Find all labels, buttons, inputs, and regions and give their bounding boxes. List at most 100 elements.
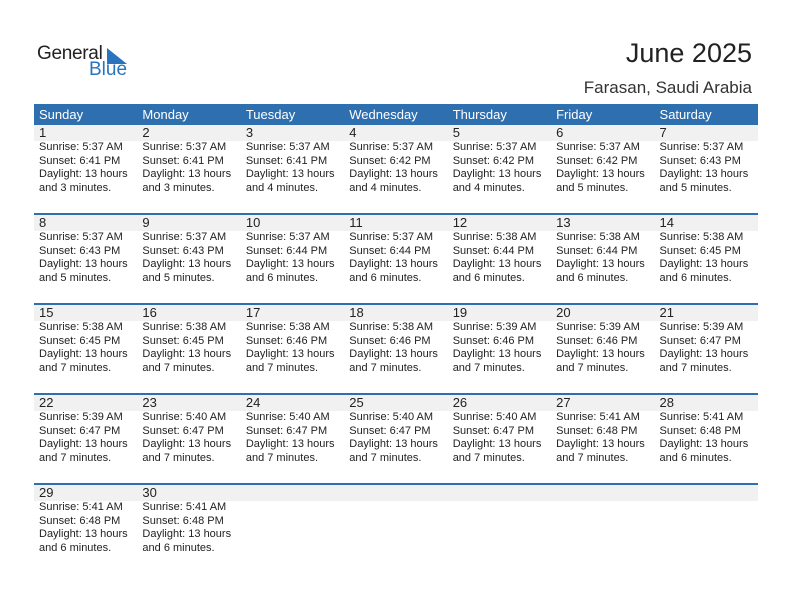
minutes-text: and 7 minutes. bbox=[142, 361, 215, 374]
daylight-text: Daylight: 13 hours bbox=[556, 168, 645, 180]
day-number: 2 bbox=[137, 125, 241, 141]
day-cell: 6 Sunrise: 5:37 AM Sunset: 6:42 PM Daylight… bbox=[551, 125, 655, 213]
daylight-text: Daylight: 13 hours bbox=[349, 348, 438, 360]
day-cell: 22 Sunrise: 5:39 AM Sunset: 6:47 PM Dayligh… bbox=[34, 395, 138, 483]
sunrise-text: Sunrise: 5:39 AM bbox=[452, 321, 537, 333]
empty-cell bbox=[344, 485, 448, 573]
day-number: 30 bbox=[137, 485, 241, 501]
day-cell: 19 Sunrise: 5:39 AM Sunset: 6:46 PM Dayligh… bbox=[447, 305, 552, 393]
sunrise-text: Sunrise: 5:40 AM bbox=[142, 411, 227, 423]
day-cell: 5 Sunrise: 5:37 AM Sunset: 6:42 PM Daylight… bbox=[447, 125, 552, 213]
minutes-text: and 7 minutes. bbox=[245, 451, 318, 464]
sunrise-text: Sunrise: 5:38 AM bbox=[349, 321, 434, 333]
day-cell: 10 Sunrise: 5:37 AM Sunset: 6:44 PM Dayligh… bbox=[240, 215, 345, 303]
sunset-text: Sunset: 6:48 PM bbox=[659, 424, 741, 437]
sunrise-text: Sunrise: 5:41 AM bbox=[556, 411, 640, 423]
daylight-text: Daylight: 13 hours bbox=[556, 258, 645, 270]
minutes-text: and 5 minutes. bbox=[556, 181, 629, 194]
sunset-text: Sunset: 6:43 PM bbox=[39, 244, 121, 257]
sunrise-text: Sunrise: 5:38 AM bbox=[39, 321, 123, 333]
daylight-text: Daylight: 13 hours bbox=[39, 438, 128, 450]
daylight-text: Daylight: 13 hours bbox=[659, 168, 749, 180]
day-cell: 4 Sunrise: 5:37 AM Sunset: 6:42 PM Daylight… bbox=[344, 125, 448, 213]
logo-word-blue: Blue bbox=[89, 59, 128, 80]
daylight-text: Daylight: 13 hours bbox=[245, 258, 335, 270]
minutes-text: and 3 minutes. bbox=[142, 181, 215, 194]
minutes-text: and 5 minutes. bbox=[659, 181, 732, 194]
sunset-text: Sunset: 6:44 PM bbox=[245, 244, 328, 257]
minutes-text: and 7 minutes. bbox=[349, 451, 422, 464]
day-cell: 23 Sunrise: 5:40 AM Sunset: 6:47 PM Dayligh… bbox=[137, 395, 241, 483]
minutes-text: and 6 minutes. bbox=[245, 271, 318, 284]
sunset-text: Sunset: 6:42 PM bbox=[452, 154, 535, 167]
empty-cell bbox=[654, 485, 758, 573]
day-number: 16 bbox=[137, 305, 241, 321]
day-cell: 11 Sunrise: 5:37 AM Sunset: 6:44 PM Dayligh… bbox=[344, 215, 448, 303]
sunrise-text: Sunrise: 5:37 AM bbox=[349, 231, 434, 243]
sunrise-text: Sunrise: 5:37 AM bbox=[556, 141, 640, 153]
day-number: 14 bbox=[654, 215, 758, 231]
sunset-text: Sunset: 6:41 PM bbox=[245, 154, 328, 167]
minutes-text: and 6 minutes. bbox=[349, 271, 422, 284]
day-cell: 27 Sunrise: 5:41 AM Sunset: 6:48 PM Dayligh… bbox=[551, 395, 655, 483]
daylight-text: Daylight: 13 hours bbox=[142, 258, 232, 270]
sunset-text: Sunset: 6:43 PM bbox=[659, 154, 741, 167]
day-number: 7 bbox=[654, 125, 758, 141]
day-number: 15 bbox=[34, 305, 138, 321]
minutes-text: and 3 minutes. bbox=[39, 181, 112, 194]
daylight-text: Daylight: 13 hours bbox=[142, 168, 232, 180]
day-cell: 1 Sunrise: 5:37 AM Sunset: 6:41 PM Daylight… bbox=[34, 125, 138, 213]
sunset-text: Sunset: 6:42 PM bbox=[349, 154, 431, 167]
sunrise-text: Sunrise: 5:37 AM bbox=[452, 141, 537, 153]
weekday-saturday: Saturday bbox=[659, 107, 712, 122]
day-number: 21 bbox=[654, 305, 758, 321]
day-number: 18 bbox=[344, 305, 448, 321]
daylight-text: Daylight: 13 hours bbox=[142, 438, 232, 450]
sunset-text: Sunset: 6:44 PM bbox=[349, 244, 431, 257]
logo: General Blue bbox=[37, 43, 137, 83]
empty-day-band bbox=[654, 485, 758, 501]
sunset-text: Sunset: 6:48 PM bbox=[39, 514, 121, 527]
sunset-text: Sunset: 6:44 PM bbox=[452, 244, 535, 257]
daylight-text: Daylight: 13 hours bbox=[142, 348, 232, 360]
minutes-text: and 7 minutes. bbox=[452, 451, 525, 464]
sunrise-text: Sunrise: 5:37 AM bbox=[659, 141, 744, 153]
sunset-text: Sunset: 6:45 PM bbox=[142, 334, 224, 347]
empty-day-band bbox=[240, 485, 345, 501]
day-number: 25 bbox=[344, 395, 448, 411]
daylight-text: Daylight: 13 hours bbox=[245, 438, 335, 450]
day-cell: 21 Sunrise: 5:39 AM Sunset: 6:47 PM Dayligh… bbox=[654, 305, 758, 393]
sunset-text: Sunset: 6:47 PM bbox=[142, 424, 224, 437]
empty-day-band bbox=[344, 485, 448, 501]
minutes-text: and 6 minutes. bbox=[556, 271, 629, 284]
minutes-text: and 5 minutes. bbox=[39, 271, 112, 284]
sunset-text: Sunset: 6:47 PM bbox=[349, 424, 431, 437]
sunset-text: Sunset: 6:47 PM bbox=[39, 424, 121, 437]
sunset-text: Sunset: 6:48 PM bbox=[556, 424, 638, 437]
day-cell: 30 Sunrise: 5:41 AM Sunset: 6:48 PM Dayligh… bbox=[137, 485, 241, 573]
sunset-text: Sunset: 6:42 PM bbox=[556, 154, 638, 167]
day-number: 1 bbox=[34, 125, 138, 141]
daylight-text: Daylight: 13 hours bbox=[39, 258, 128, 270]
day-number: 8 bbox=[34, 215, 138, 231]
sunset-text: Sunset: 6:47 PM bbox=[659, 334, 741, 347]
empty-day-band bbox=[447, 485, 552, 501]
sunset-text: Sunset: 6:46 PM bbox=[349, 334, 431, 347]
minutes-text: and 7 minutes. bbox=[245, 361, 318, 374]
sunset-text: Sunset: 6:44 PM bbox=[556, 244, 638, 257]
minutes-text: and 6 minutes. bbox=[39, 541, 112, 554]
minutes-text: and 4 minutes. bbox=[452, 181, 525, 194]
daylight-text: Daylight: 13 hours bbox=[556, 438, 645, 450]
sunrise-text: Sunrise: 5:40 AM bbox=[349, 411, 434, 423]
minutes-text: and 6 minutes. bbox=[452, 271, 525, 284]
day-cell: 16 Sunrise: 5:38 AM Sunset: 6:45 PM Dayligh… bbox=[137, 305, 241, 393]
daylight-text: Daylight: 13 hours bbox=[659, 348, 749, 360]
sunrise-text: Sunrise: 5:37 AM bbox=[142, 231, 227, 243]
sunset-text: Sunset: 6:43 PM bbox=[142, 244, 224, 257]
weekday-tuesday: Tuesday bbox=[245, 107, 296, 122]
logo-triangle-icon bbox=[107, 48, 127, 64]
minutes-text: and 4 minutes. bbox=[245, 181, 318, 194]
minutes-text: and 7 minutes. bbox=[556, 451, 629, 464]
empty-cell bbox=[447, 485, 552, 573]
day-cell: 3 Sunrise: 5:37 AM Sunset: 6:41 PM Daylight… bbox=[240, 125, 345, 213]
